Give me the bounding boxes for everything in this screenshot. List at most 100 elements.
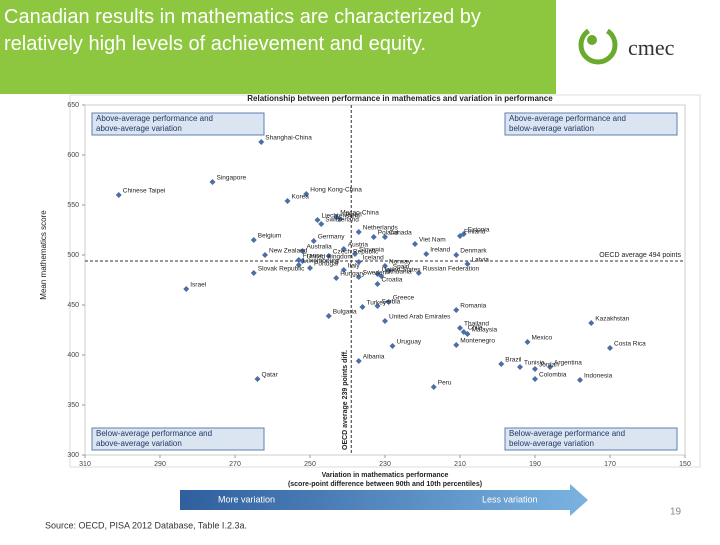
y-tick-label: 350 xyxy=(67,402,79,409)
point-label: Turkey xyxy=(367,300,387,307)
point-label: Italy xyxy=(348,263,361,270)
point-label: Viet Nam xyxy=(419,237,446,244)
quadrant-label: Below-average performance and xyxy=(509,429,625,438)
point-label: Greece xyxy=(393,295,415,302)
point-label: Latvia xyxy=(472,257,490,264)
data-point xyxy=(370,234,377,240)
point-label: Hong Kong-China xyxy=(310,187,362,194)
point-label: United Kingdom xyxy=(307,254,353,261)
data-point xyxy=(389,343,396,349)
chart-frame xyxy=(69,94,701,468)
page-number: 19 xyxy=(670,507,682,518)
data-point xyxy=(337,216,343,222)
data-point xyxy=(262,252,268,258)
data-point xyxy=(299,258,306,264)
chart-title: Relationship between performance in math… xyxy=(247,94,553,103)
quadrant-label: below-average variation xyxy=(509,124,594,133)
data-point xyxy=(588,320,595,326)
x-tick-label: 190 xyxy=(529,461,541,468)
data-point xyxy=(254,376,261,382)
point-label: Shanghai-China xyxy=(265,135,312,142)
point-label: Luxembourg xyxy=(303,258,340,265)
data-point xyxy=(498,361,505,367)
point-label: Hungary xyxy=(340,271,365,278)
point-label: France xyxy=(303,253,324,260)
point-label: Croatia xyxy=(382,277,403,284)
data-point xyxy=(325,253,332,259)
quadrant-label: above-average variation xyxy=(96,124,182,133)
data-point xyxy=(607,345,613,351)
point-label: Belgium xyxy=(258,233,281,240)
point-label: Israel xyxy=(190,282,206,289)
x-tick-label: 170 xyxy=(604,461,616,468)
x-tick-label: 150 xyxy=(679,461,691,468)
point-label: Tunisia xyxy=(524,360,545,367)
data-point xyxy=(355,274,362,280)
point-label: Estonia xyxy=(468,227,490,234)
data-point xyxy=(299,248,306,254)
point-label: Romania xyxy=(460,303,486,310)
point-label: Slovak Republic xyxy=(258,266,305,273)
point-label: Austria xyxy=(348,242,369,249)
data-point xyxy=(412,241,418,247)
data-point xyxy=(295,262,302,268)
point-label: Finland xyxy=(464,229,486,236)
quadrant-box xyxy=(504,427,678,451)
data-point xyxy=(453,252,460,258)
data-point xyxy=(382,318,388,324)
quadrant-label: Above-average performance and xyxy=(509,114,626,123)
point-label: Sweden xyxy=(363,270,387,277)
point-label: Norway xyxy=(389,259,412,266)
point-label: Thailand xyxy=(464,321,489,328)
point-label: Chile xyxy=(468,325,483,332)
x-tick-label: 210 xyxy=(454,461,466,468)
data-point xyxy=(457,325,463,331)
variation-arrow xyxy=(180,484,588,516)
y-tick-label: 400 xyxy=(67,352,79,359)
quadrant-box xyxy=(91,112,265,136)
data-point xyxy=(307,265,313,271)
x-tick-label: 290 xyxy=(154,461,166,468)
x-tick-label: 230 xyxy=(379,461,391,468)
data-point xyxy=(453,342,460,348)
data-point xyxy=(314,217,321,223)
point-label: United States xyxy=(382,267,422,274)
point-label: Portugal xyxy=(314,261,339,268)
data-point xyxy=(352,251,358,257)
data-point xyxy=(423,251,430,257)
y-tick-label: 550 xyxy=(67,202,79,209)
data-point xyxy=(303,191,310,197)
point-label: Liechtenstein xyxy=(322,213,361,220)
point-label: Poland xyxy=(378,230,399,237)
data-point xyxy=(385,299,392,305)
point-label: Uruguay xyxy=(397,339,422,346)
reference-label: OECD average 494 points xyxy=(599,252,681,259)
data-point xyxy=(374,281,381,287)
point-label: Serbia xyxy=(382,299,401,306)
point-label: Korea xyxy=(292,194,310,201)
source-note: Source: OECD, PISA 2012 Database, Table … xyxy=(45,520,247,530)
slide-title: Canadian results in mathematics are char… xyxy=(4,6,481,55)
point-label: United Arab Emirates xyxy=(389,314,451,321)
point-label: Netherlands xyxy=(363,225,399,232)
y-tick-label: 300 xyxy=(67,452,79,459)
point-label: Argentina xyxy=(554,360,582,367)
point-label: New Zealand xyxy=(269,248,308,255)
point-label: Bulgaria xyxy=(333,309,357,316)
data-point xyxy=(355,229,362,235)
data-point xyxy=(340,267,347,273)
quadrant-box xyxy=(504,112,678,136)
x-axis-note: (score-point difference between 90th and… xyxy=(288,481,482,488)
data-point xyxy=(284,198,291,204)
data-point xyxy=(547,364,553,370)
point-label: Costa Rica xyxy=(614,341,646,348)
point-label: Switzerland xyxy=(325,217,359,224)
point-label: Czech Republic xyxy=(333,249,379,256)
x-tick-label: 270 xyxy=(229,461,241,468)
y-tick-label: 500 xyxy=(67,252,79,259)
point-label: Iceland xyxy=(363,255,384,262)
title-wrap: Canadian results in mathematics are char… xyxy=(4,6,481,55)
data-point xyxy=(359,304,366,310)
